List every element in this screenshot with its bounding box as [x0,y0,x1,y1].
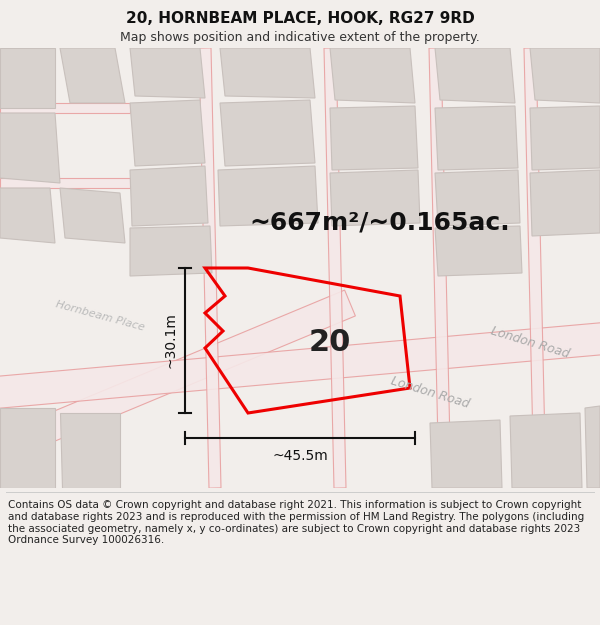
Polygon shape [220,100,315,166]
Polygon shape [130,166,208,226]
Polygon shape [60,48,125,103]
Polygon shape [435,106,518,170]
Polygon shape [0,188,55,243]
Polygon shape [330,48,415,103]
Polygon shape [530,170,600,236]
Text: Map shows position and indicative extent of the property.: Map shows position and indicative extent… [120,31,480,44]
Text: ~30.1m: ~30.1m [164,312,178,368]
Polygon shape [0,103,130,113]
Polygon shape [324,48,346,488]
Polygon shape [199,48,221,488]
Polygon shape [0,322,600,409]
Polygon shape [585,406,600,488]
Polygon shape [524,48,546,488]
Polygon shape [0,178,130,188]
Text: Hornbeam Place: Hornbeam Place [55,299,146,332]
Polygon shape [430,420,502,488]
Polygon shape [60,413,120,488]
Polygon shape [429,48,451,488]
Polygon shape [130,48,205,98]
Polygon shape [330,106,418,170]
Polygon shape [218,166,318,226]
Text: London Road: London Road [489,325,571,361]
Polygon shape [330,170,420,226]
Polygon shape [530,106,600,170]
Polygon shape [0,113,60,183]
Text: Contains OS data © Crown copyright and database right 2021. This information is : Contains OS data © Crown copyright and d… [8,501,584,545]
Polygon shape [130,100,205,166]
Polygon shape [130,226,212,276]
Polygon shape [0,408,55,488]
Text: ~667m²/~0.165ac.: ~667m²/~0.165ac. [250,211,511,235]
Polygon shape [220,48,315,98]
Polygon shape [435,48,515,103]
Text: London Road: London Road [389,375,471,411]
Polygon shape [0,48,55,108]
Text: 20, HORNBEAM PLACE, HOOK, RG27 9RD: 20, HORNBEAM PLACE, HOOK, RG27 9RD [125,11,475,26]
Text: 20: 20 [309,329,351,357]
Polygon shape [435,170,520,226]
Polygon shape [435,226,522,276]
Polygon shape [0,290,355,466]
Polygon shape [60,188,125,243]
Text: ~45.5m: ~45.5m [272,449,328,463]
Polygon shape [510,413,582,488]
Polygon shape [530,48,600,103]
